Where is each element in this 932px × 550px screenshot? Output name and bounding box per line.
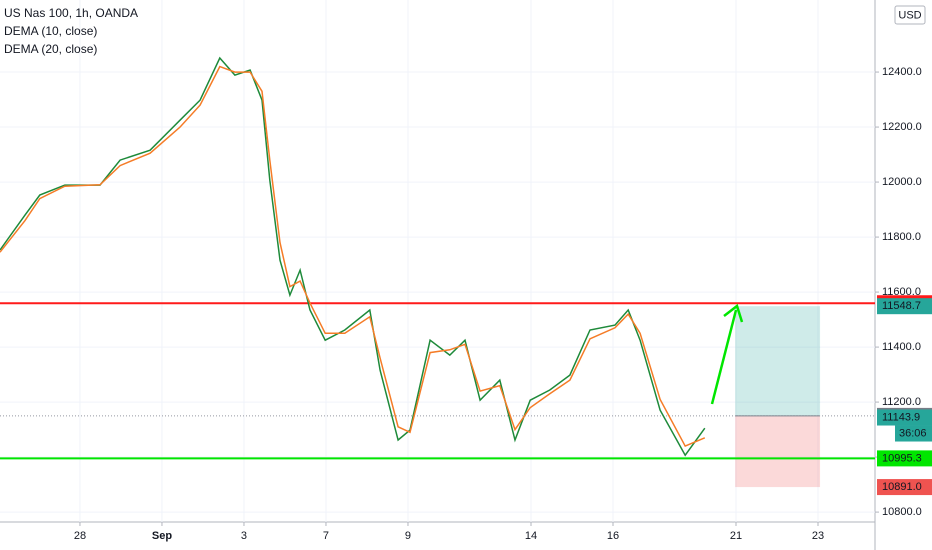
price-label-box [877, 298, 932, 315]
profit-zone [735, 306, 821, 416]
x-tick-label: 23 [812, 530, 824, 542]
x-tick-label: 7 [323, 530, 329, 542]
y-tick-label: 11600.0 [882, 286, 921, 298]
x-tick-label: 16 [607, 530, 619, 542]
price-label-box [877, 409, 932, 426]
symbol-title: US Nas 100, 1h, OANDA [4, 6, 138, 20]
arrow-head [723, 303, 744, 323]
y-tick-label: 10800.0 [882, 506, 922, 518]
price-label-box [877, 479, 932, 496]
axis: 10800.011000.011200.011400.011600.011800… [74, 66, 932, 542]
price-label-box [877, 450, 932, 467]
currency[interactable]: USD [898, 9, 921, 21]
y-tick-label: 12400.0 [882, 66, 922, 78]
series [0, 56, 706, 457]
y-tick-label: 11200.0 [882, 396, 921, 408]
x-tick-label: 14 [525, 530, 537, 542]
x-tick-label: 28 [74, 530, 86, 542]
x-tick-label: 3 [241, 530, 247, 542]
price-label: 10995.3 [882, 452, 922, 464]
y-tick-label: 11800.0 [882, 231, 921, 243]
x-tick-label: Sep [152, 530, 172, 542]
price-label: 10891.0 [882, 481, 922, 493]
legend-entry: DEMA (10, close) [4, 24, 97, 38]
x-tick-label: 21 [730, 530, 742, 542]
dema-line [0, 65, 706, 448]
y-tick-label: 11400.0 [882, 341, 921, 353]
grid [0, 0, 875, 522]
countdown-box [895, 425, 932, 442]
countdown: 36:06 [899, 427, 927, 439]
legend-entry: DEMA (20, close) [4, 42, 97, 56]
arrow [710, 309, 738, 405]
price-label: 11548.7 [882, 300, 921, 312]
y-tick-label: 12200.0 [882, 121, 922, 133]
price-label: 11143.9 [882, 411, 920, 423]
currency-box[interactable] [894, 5, 926, 25]
loss-zone [735, 415, 821, 488]
drawings [0, 302, 875, 488]
y-tick-label: 12000.0 [882, 176, 922, 188]
x-tick-label: 9 [405, 530, 411, 542]
dema-line [0, 56, 706, 457]
